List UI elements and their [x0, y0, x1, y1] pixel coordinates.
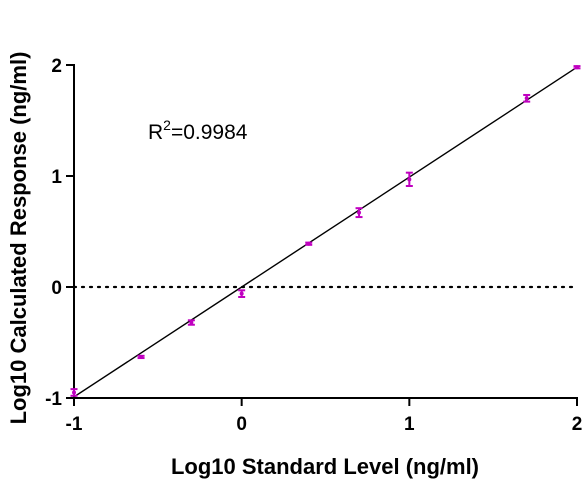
axes: -1 0 1 2 -1 0 1 2 — [45, 56, 582, 435]
y-tick-label: 1 — [51, 167, 62, 188]
data-point — [357, 210, 362, 215]
x-tick-label: 0 — [236, 414, 247, 435]
data-point — [306, 241, 311, 246]
data-marks — [70, 65, 581, 398]
data-point — [189, 320, 194, 325]
x-tick-label: -1 — [66, 414, 83, 435]
data-point — [575, 65, 579, 70]
data-point — [72, 390, 76, 395]
y-tick-label: 0 — [51, 278, 62, 299]
data-point — [239, 291, 244, 296]
data-point — [407, 177, 412, 182]
x-axis-title: Log10 Standard Level (ng/ml) — [171, 454, 479, 479]
y-axis-title: Log10 Calculated Response (ng/ml) — [6, 52, 31, 425]
data-point — [524, 96, 529, 101]
x-tick-label: 2 — [572, 414, 583, 435]
r-squared-annotation: R2=0.9984 — [148, 117, 248, 144]
fit-line — [73, 66, 578, 398]
data-point — [139, 354, 144, 359]
x-tick-label: 1 — [404, 414, 415, 435]
y-tick-label: 2 — [51, 56, 62, 77]
y-tick-label: -1 — [45, 389, 62, 410]
